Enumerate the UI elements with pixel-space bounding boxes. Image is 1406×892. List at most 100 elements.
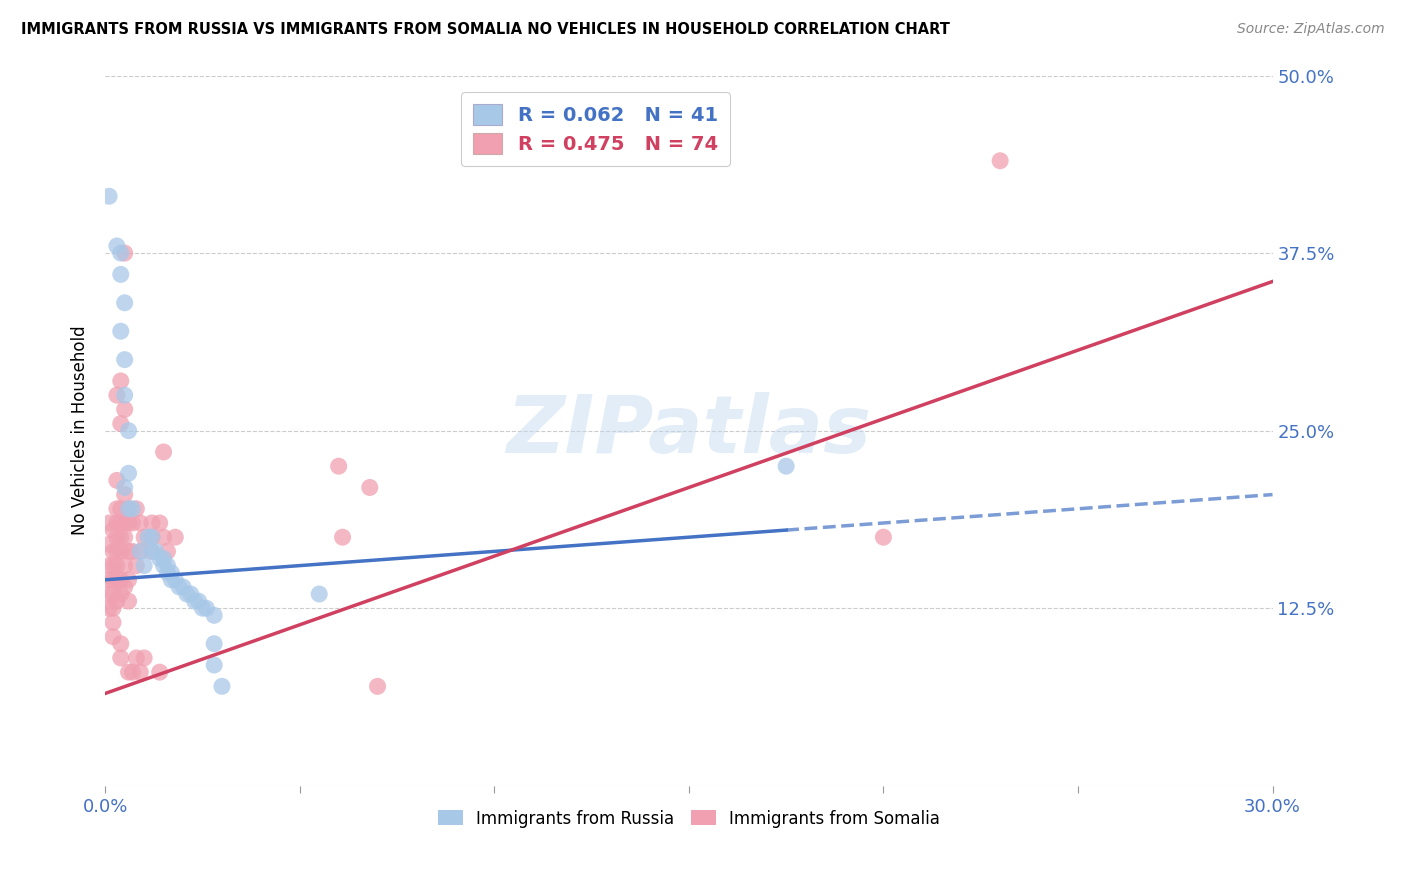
Point (114, 246, 136, 260)
Point (114, 516, 136, 530)
Point (121, 501, 143, 516)
Point (110, 637, 132, 651)
Point (110, 544, 132, 558)
Point (332, 530, 354, 544)
Point (114, 402, 136, 417)
Point (98, 558, 121, 573)
Point (141, 516, 163, 530)
Point (105, 516, 128, 530)
Point (359, 480, 381, 494)
Point (775, 459, 797, 474)
Point (98, 516, 121, 530)
Point (202, 658, 225, 673)
Point (105, 530, 128, 544)
Point (367, 679, 389, 693)
Point (101, 587, 124, 601)
Point (105, 474, 128, 488)
Text: IMMIGRANTS FROM RUSSIA VS IMMIGRANTS FROM SOMALIA NO VEHICLES IN HOUSEHOLD CORRE: IMMIGRANTS FROM RUSSIA VS IMMIGRANTS FRO… (21, 22, 950, 37)
Point (165, 573, 187, 587)
Point (101, 523, 124, 537)
Point (117, 594, 139, 608)
Point (110, 246, 132, 260)
Point (117, 665, 139, 680)
Point (105, 573, 128, 587)
Point (114, 487, 136, 501)
Point (872, 530, 894, 544)
Point (328, 459, 350, 474)
Point (202, 637, 225, 651)
Point (98, 189, 121, 203)
Point (114, 480, 136, 494)
Y-axis label: No Vehicles in Household: No Vehicles in Household (72, 326, 89, 535)
Point (308, 587, 330, 601)
Point (156, 544, 179, 558)
Point (129, 544, 152, 558)
Point (117, 501, 139, 516)
Point (141, 544, 163, 558)
Point (129, 516, 152, 530)
Point (110, 324, 132, 338)
Point (167, 580, 190, 594)
Point (101, 573, 124, 587)
Point (129, 665, 152, 680)
Point (117, 501, 139, 516)
Point (121, 544, 143, 558)
Point (141, 544, 163, 558)
Point (134, 651, 156, 665)
Point (156, 558, 179, 573)
Point (149, 551, 172, 566)
Point (105, 544, 128, 558)
Point (125, 651, 148, 665)
Point (101, 544, 124, 558)
Point (145, 544, 167, 558)
Point (105, 388, 128, 402)
Point (114, 388, 136, 402)
Point (141, 530, 163, 544)
Point (136, 530, 159, 544)
Point (121, 516, 143, 530)
Point (156, 566, 179, 580)
Point (101, 601, 124, 615)
Point (152, 530, 174, 544)
Text: Source: ZipAtlas.com: Source: ZipAtlas.com (1237, 22, 1385, 37)
Point (129, 544, 152, 558)
Point (98, 573, 121, 587)
Point (160, 566, 183, 580)
Point (988, 153, 1011, 168)
Point (110, 374, 132, 388)
Point (105, 558, 128, 573)
Point (117, 516, 139, 530)
Point (149, 516, 172, 530)
Point (114, 530, 136, 544)
Text: ZIPatlas: ZIPatlas (506, 392, 872, 470)
Point (152, 445, 174, 459)
Point (101, 615, 124, 630)
Point (165, 530, 187, 544)
Point (98, 587, 121, 601)
Point (110, 651, 132, 665)
Point (101, 630, 124, 644)
Point (134, 530, 156, 544)
Point (211, 679, 233, 693)
Point (117, 544, 139, 558)
Point (160, 573, 183, 587)
Point (101, 558, 124, 573)
Point (117, 467, 139, 481)
Point (98, 601, 121, 615)
Point (191, 601, 214, 615)
Point (105, 501, 128, 516)
Point (117, 573, 139, 587)
Point (114, 352, 136, 367)
Point (117, 424, 139, 438)
Point (110, 587, 132, 601)
Point (114, 558, 136, 573)
Point (125, 558, 148, 573)
Point (187, 594, 209, 608)
Point (183, 594, 205, 608)
Point (98, 537, 121, 551)
Point (110, 573, 132, 587)
Point (110, 516, 132, 530)
Point (180, 587, 202, 601)
Point (202, 608, 225, 623)
Point (134, 558, 156, 573)
